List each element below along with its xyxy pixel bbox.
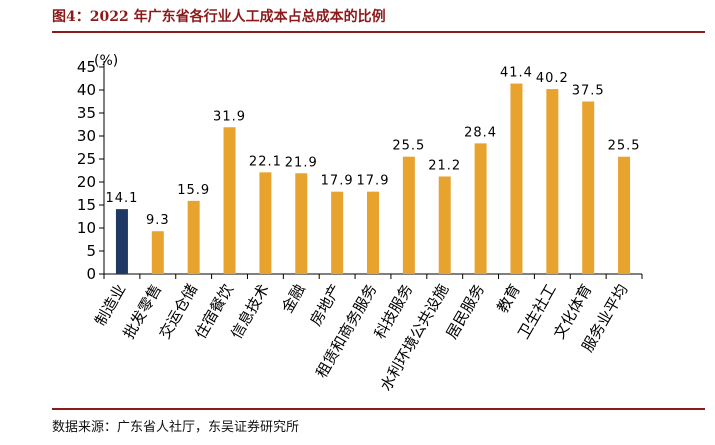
y-tick-label: 0 (86, 265, 96, 283)
bar (474, 143, 487, 274)
y-axis-unit: (%) (94, 53, 118, 69)
data-label: 25.5 (392, 139, 425, 154)
bar (223, 127, 236, 274)
data-label: 14.1 (105, 191, 138, 206)
data-label: 9.3 (146, 213, 170, 228)
data-label: 17.9 (357, 174, 390, 189)
data-label: 25.5 (608, 139, 641, 154)
category-label: 房地产 (307, 281, 345, 329)
category-label: 金融 (278, 281, 309, 316)
data-label: 22.1 (249, 154, 282, 169)
bar (151, 231, 164, 274)
bar-chart: 0 5 10 15 20 25 30 35 40 45(%) 14.1 9.3 15.9 31.9 22.… (77, 53, 643, 394)
top-rule (52, 31, 705, 33)
bar (259, 172, 272, 274)
chart-axes: 0 5 10 15 20 25 30 35 40 45(%) (77, 53, 643, 283)
bar (438, 176, 451, 274)
bar (402, 156, 415, 274)
y-tick-label: 10 (77, 219, 96, 237)
y-tick-label: 15 (77, 196, 96, 214)
data-label: 41.4 (500, 66, 533, 81)
data-label: 15.9 (177, 183, 210, 198)
bar (367, 191, 379, 274)
y-tick-label: 25 (77, 150, 96, 168)
bar (187, 200, 200, 274)
y-tick-label: 45 (77, 58, 96, 76)
data-label: 17.9 (321, 174, 354, 189)
bar (546, 89, 559, 274)
data-label: 28.4 (464, 125, 497, 140)
y-tick-label: 20 (77, 173, 96, 191)
data-label: 37.5 (572, 84, 605, 99)
y-tick-label: 30 (77, 127, 96, 145)
data-label: 31.9 (213, 109, 246, 124)
data-label-group: 14.19.315.931.922.1 21.917.9 17.925.521.22… (105, 66, 641, 229)
data-label: 21.9 (285, 155, 318, 170)
data-label: 21.2 (428, 158, 461, 173)
category-label: 制造业 (91, 281, 129, 329)
bar (331, 191, 344, 274)
bar (510, 83, 523, 274)
bar (115, 209, 128, 274)
data-label: 40.2 (536, 71, 569, 86)
y-tick-label: 5 (86, 242, 96, 260)
bar (618, 156, 631, 274)
bar-group (115, 83, 631, 274)
bar (582, 101, 595, 274)
category-label: 教育 (493, 281, 524, 316)
y-tick-label: 40 (77, 81, 96, 99)
y-tick-label: 35 (77, 104, 96, 122)
bottom-rule (52, 408, 705, 410)
figure-title: 图4：2022 年广东省各行业人工成本占总成本的比例 (52, 9, 386, 25)
bar (295, 173, 308, 274)
source-note: 数据来源：广东省人社厅，东吴证券研究所 (52, 420, 300, 435)
